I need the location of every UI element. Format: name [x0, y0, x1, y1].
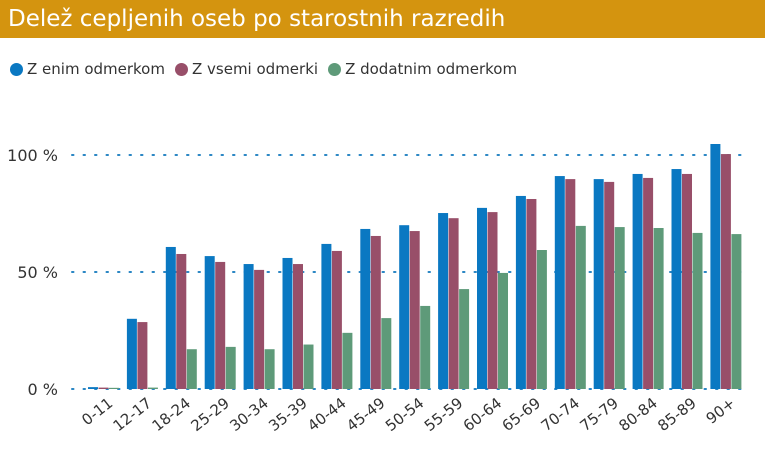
bar-75-79-s1 [604, 181, 615, 389]
x-tick-label: 80-84 [615, 394, 660, 435]
bar-65-69-s0 [515, 195, 526, 389]
x-tick-label: 50-54 [382, 394, 427, 435]
bar-70-74-s2 [575, 225, 586, 389]
chart-title: Delež cepljenih oseb po starostnih razre… [8, 6, 506, 32]
bar-75-79-s0 [593, 179, 604, 389]
x-tick-label: 40-44 [304, 394, 349, 435]
bar-18-24-s1 [176, 253, 187, 389]
bar-45-49-s2 [381, 318, 392, 389]
bar-90+-s1 [720, 154, 731, 389]
bar-85-89-s2 [692, 232, 703, 389]
bar-65-69-s1 [526, 198, 537, 389]
bar-25-29-s0 [204, 256, 215, 389]
bar-80-84-s0 [632, 173, 643, 389]
bar-30-34-s2 [264, 349, 275, 389]
legend-marker [174, 62, 188, 76]
bar-0-11-s2 [109, 387, 119, 389]
legend-label: Z vsemi odmerki [191, 60, 319, 78]
legend-item: Z enim odmerkom [10, 60, 165, 78]
bar-55-59-s0 [438, 213, 449, 389]
bar-35-39-s2 [303, 344, 314, 389]
bar-0-11-s1 [98, 387, 109, 389]
x-tick-label: 90+ [703, 394, 739, 428]
legend-marker [10, 62, 23, 76]
x-tick-label: 45-49 [343, 394, 388, 435]
legend-label: Z enim odmerkom [27, 60, 165, 78]
bar-60-64-s1 [487, 212, 498, 389]
bar-40-44-s1 [331, 250, 342, 389]
bar-40-44-s0 [321, 243, 332, 389]
bar-75-79-s2 [614, 227, 625, 389]
x-tick-label: 25-29 [187, 394, 232, 435]
bar-40-44-s2 [342, 332, 353, 389]
x-tick-label: 12-17 [110, 394, 155, 435]
bar-12-17-s2 [147, 387, 158, 389]
x-tick-label: 30-34 [226, 394, 271, 435]
bar-90+-s0 [710, 144, 721, 389]
bar-85-89-s0 [671, 169, 682, 389]
y-tick-label: 100 % [7, 146, 58, 165]
bar-45-49-s0 [360, 228, 371, 389]
bar-50-54-s2 [420, 305, 431, 389]
legend-label: Z dodatnim odmerkom [345, 60, 518, 78]
bar-65-69-s2 [536, 250, 547, 389]
legend-item: Z vsemi odmerki [174, 60, 319, 78]
x-tick-label: 75-79 [576, 394, 621, 435]
bar-60-64-s2 [498, 272, 508, 389]
legend: Z enim odmerkom Z vsemi odmerki Z dodatnim… [10, 60, 517, 78]
bar-90+-s2 [731, 234, 742, 389]
bar-35-39-s0 [282, 257, 293, 389]
bar-55-59-s1 [448, 218, 459, 389]
bar-18-24-s0 [165, 246, 176, 389]
bar-50-54-s1 [409, 231, 420, 389]
bar-25-29-s2 [225, 346, 236, 389]
bar-70-74-s1 [565, 179, 576, 389]
bar-25-29-s1 [215, 261, 226, 389]
y-tick-label: 50 % [17, 263, 58, 282]
bar-12-17-s0 [126, 318, 137, 389]
bar-45-49-s1 [370, 235, 381, 389]
bar-0-11-s0 [88, 387, 98, 389]
bar-30-34-s0 [243, 264, 254, 389]
bar-12-17-s1 [137, 322, 148, 389]
x-tick-label: 35-39 [265, 394, 310, 435]
legend-marker [328, 62, 342, 76]
legend-item: Z dodatnim odmerkom [328, 60, 517, 78]
bar-60-64-s0 [477, 207, 487, 389]
bar-30-34-s1 [254, 269, 265, 389]
bar-70-74-s0 [554, 176, 565, 389]
x-tick-label: 0-11 [78, 394, 116, 429]
bar-55-59-s2 [459, 289, 470, 389]
bar-85-89-s1 [682, 173, 692, 389]
bar-18-24-s2 [186, 349, 197, 389]
bar-50-54-s0 [399, 225, 410, 389]
bar-80-84-s1 [643, 177, 654, 389]
x-tick-label: 70-74 [538, 394, 583, 435]
x-tick-label: 55-59 [421, 394, 466, 435]
x-tick-label: 85-89 [654, 394, 699, 435]
x-tick-label: 60-64 [460, 394, 505, 435]
bar-35-39-s1 [293, 264, 303, 389]
bar-80-84-s2 [653, 228, 664, 389]
y-tick-label: 0 % [28, 380, 58, 399]
x-tick-label: 18-24 [149, 394, 194, 435]
title-bar: Delež cepljenih oseb po starostnih razre… [0, 0, 765, 38]
x-tick-label: 65-69 [499, 394, 544, 435]
